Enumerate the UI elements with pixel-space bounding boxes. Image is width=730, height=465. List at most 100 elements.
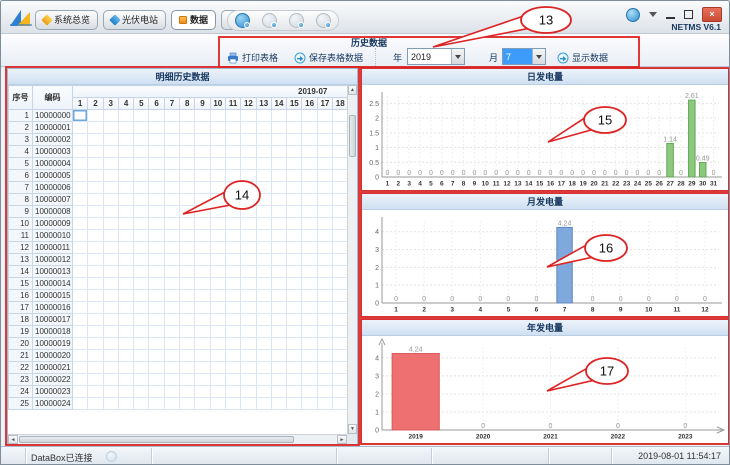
year-select[interactable]: 2019	[407, 48, 465, 65]
table-cell[interactable]	[255, 253, 272, 266]
table-cell[interactable]	[301, 277, 318, 290]
table-cell[interactable]	[133, 193, 150, 206]
table-cell[interactable]	[71, 181, 89, 194]
table-cell[interactable]	[133, 349, 150, 362]
row-number-cell[interactable]: 24	[8, 385, 33, 398]
table-cell[interactable]	[224, 289, 242, 302]
table-cell[interactable]	[87, 397, 104, 410]
table-cell[interactable]	[133, 313, 150, 326]
table-cell[interactable]	[224, 121, 242, 134]
minimize-button[interactable]	[666, 11, 675, 19]
table-cell[interactable]	[209, 193, 226, 206]
table-cell[interactable]	[255, 277, 272, 290]
row-number-cell[interactable]: 21	[8, 349, 33, 362]
table-cell[interactable]	[240, 241, 257, 254]
table-cell[interactable]	[270, 109, 288, 122]
table-cell[interactable]	[224, 337, 242, 350]
table-cell[interactable]	[270, 265, 288, 278]
table-cell[interactable]	[316, 121, 334, 134]
row-number-cell[interactable]: 22	[8, 361, 33, 374]
table-cell[interactable]	[87, 373, 104, 386]
table-cell[interactable]	[163, 145, 181, 158]
table-cell[interactable]	[224, 181, 242, 194]
table-cell[interactable]	[286, 373, 303, 386]
table-cell[interactable]	[332, 217, 349, 230]
table-cell[interactable]	[301, 217, 318, 230]
vertical-scroll-thumb[interactable]	[349, 115, 356, 157]
scroll-up-icon[interactable]: ▲	[348, 85, 357, 95]
table-cell[interactable]	[148, 169, 165, 182]
row-number-cell[interactable]: 13	[8, 253, 33, 266]
table-cell[interactable]	[270, 145, 288, 158]
table-cell[interactable]	[148, 301, 165, 314]
table-cell[interactable]	[194, 361, 211, 374]
table-cell[interactable]	[148, 361, 165, 374]
table-cell[interactable]	[270, 133, 288, 146]
table-cell[interactable]	[301, 169, 318, 182]
table-cell[interactable]	[316, 361, 334, 374]
table-cell[interactable]	[102, 145, 119, 158]
table-cell[interactable]	[255, 193, 272, 206]
table-cell[interactable]	[224, 325, 242, 338]
table-cell[interactable]	[133, 373, 150, 386]
table-cell[interactable]	[286, 349, 303, 362]
table-cell[interactable]	[301, 229, 318, 242]
show-data-button[interactable]: 显示数据	[557, 49, 608, 66]
report-icon[interactable]	[262, 13, 277, 28]
table-cell[interactable]	[87, 289, 104, 302]
table-cell[interactable]	[133, 205, 150, 218]
table-cell[interactable]	[194, 373, 211, 386]
table-cell[interactable]	[224, 385, 242, 398]
table-cell[interactable]	[71, 265, 89, 278]
table-cell[interactable]	[286, 253, 303, 266]
table-cell[interactable]	[179, 385, 196, 398]
table-cell[interactable]	[163, 169, 181, 182]
table-cell[interactable]	[224, 361, 242, 374]
table-cell[interactable]	[179, 145, 196, 158]
table-cell[interactable]	[117, 397, 135, 410]
row-number-cell[interactable]: 16	[8, 289, 33, 302]
table-cell[interactable]	[194, 349, 211, 362]
table-cell[interactable]	[71, 253, 89, 266]
table-cell[interactable]	[148, 241, 165, 254]
row-number-cell[interactable]: 7	[8, 181, 33, 194]
table-cell[interactable]	[179, 229, 196, 242]
table-cell[interactable]	[286, 241, 303, 254]
table-cell[interactable]	[240, 145, 257, 158]
table-cell[interactable]	[240, 337, 257, 350]
table-cell[interactable]	[240, 205, 257, 218]
table-cell[interactable]	[179, 289, 196, 302]
table-cell[interactable]	[301, 253, 318, 266]
table-cell[interactable]	[117, 337, 135, 350]
table-cell[interactable]	[179, 373, 196, 386]
table-cell[interactable]	[209, 205, 226, 218]
row-number-cell[interactable]: 10	[8, 217, 33, 230]
table-cell[interactable]	[332, 289, 349, 302]
table-cell[interactable]	[224, 217, 242, 230]
table-cell[interactable]	[240, 325, 257, 338]
table-cell[interactable]	[316, 277, 334, 290]
table-cell[interactable]	[87, 109, 104, 122]
table-cell[interactable]	[286, 361, 303, 374]
table-cell[interactable]	[255, 301, 272, 314]
table-cell[interactable]	[240, 133, 257, 146]
table-cell[interactable]	[240, 277, 257, 290]
device-code-cell[interactable]: 10000021	[32, 361, 73, 374]
table-cell[interactable]	[332, 241, 349, 254]
table-cell[interactable]	[71, 325, 89, 338]
table-cell[interactable]	[301, 241, 318, 254]
device-code-cell[interactable]: 10000011	[32, 241, 73, 254]
table-cell[interactable]	[286, 217, 303, 230]
table-cell[interactable]	[117, 349, 135, 362]
table-cell[interactable]	[133, 337, 150, 350]
table-cell[interactable]	[71, 157, 89, 170]
table-cell[interactable]	[270, 157, 288, 170]
row-number-cell[interactable]: 5	[8, 157, 33, 170]
table-cell[interactable]	[148, 193, 165, 206]
table-cell[interactable]	[87, 217, 104, 230]
tab-pv-station[interactable]: 光伏电站	[103, 10, 167, 30]
row-number-cell[interactable]: 20	[8, 337, 33, 350]
table-cell[interactable]	[286, 277, 303, 290]
table-cell[interactable]	[163, 397, 181, 410]
table-cell[interactable]	[332, 109, 349, 122]
